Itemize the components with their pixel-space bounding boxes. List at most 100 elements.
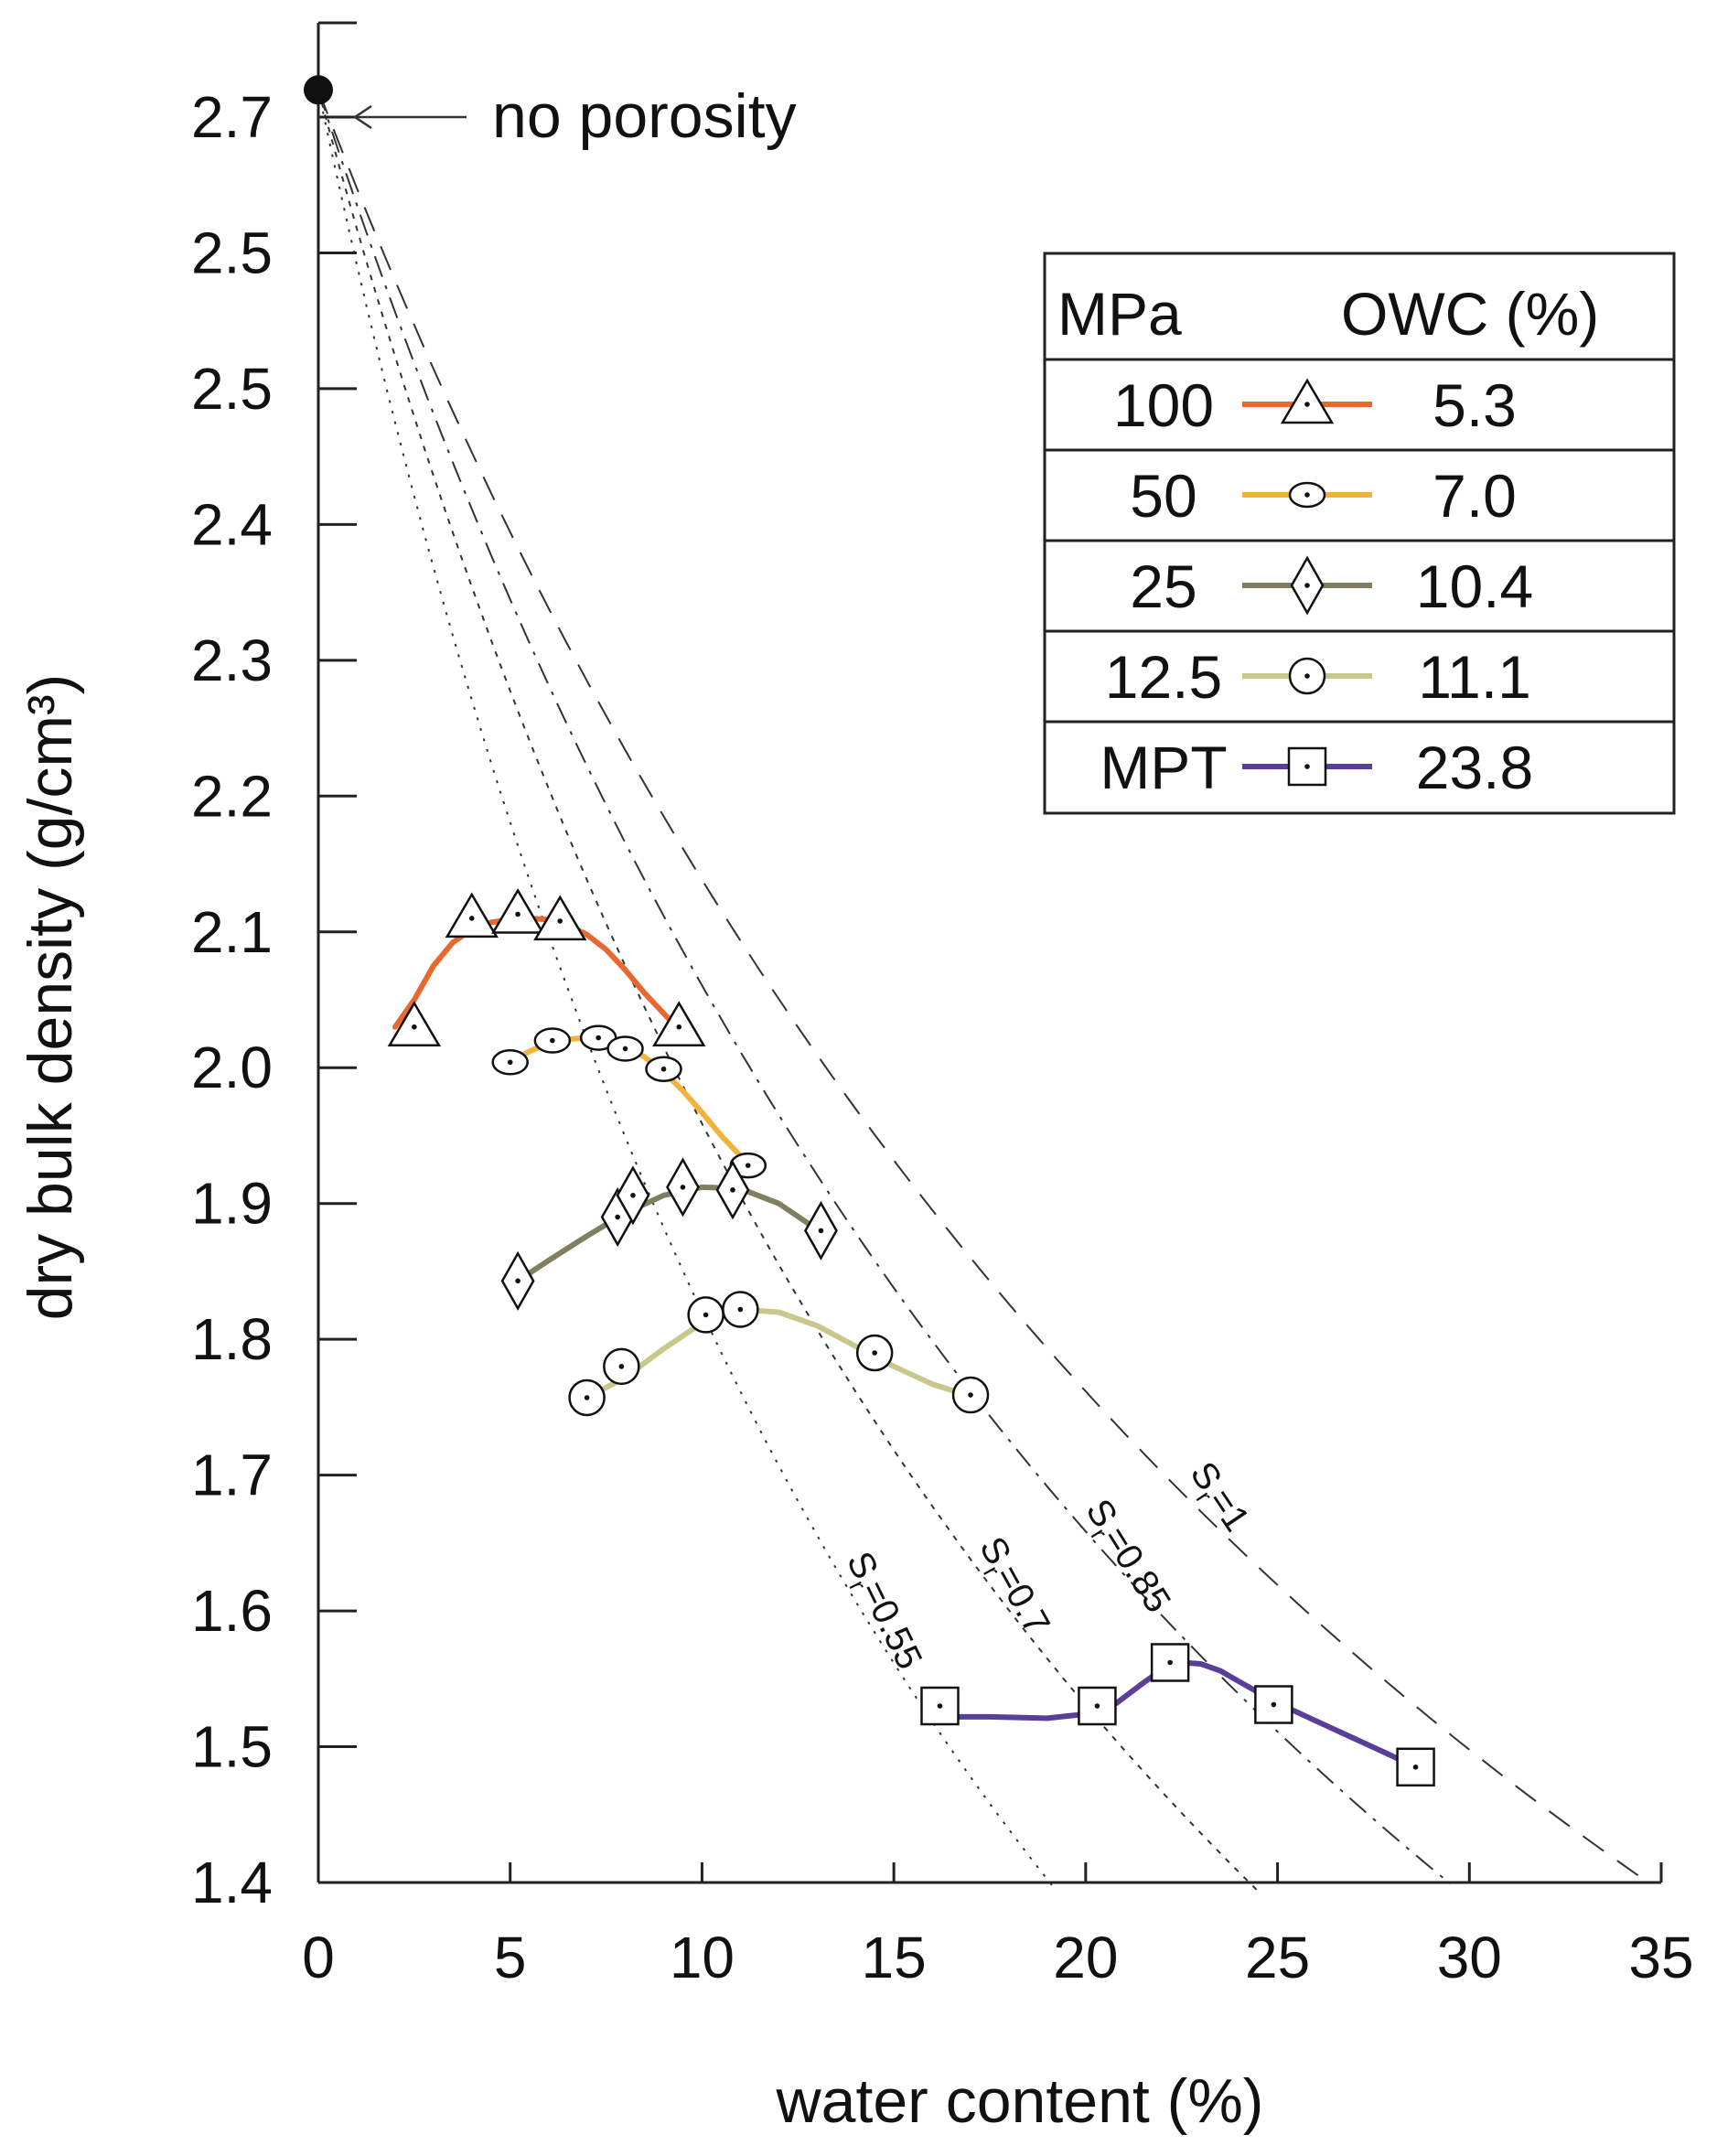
triangle-marker [490, 887, 545, 934]
marker-center-dot [1304, 492, 1310, 498]
marker-center-dot [622, 1046, 628, 1052]
saturation-line [317, 89, 1653, 1886]
circle-marker [722, 1291, 759, 1328]
triangle-shape [490, 887, 545, 934]
marker-center-dot [507, 1059, 513, 1066]
circle-marker [1288, 657, 1326, 695]
marker-center-dot [1412, 1764, 1419, 1770]
marker-center-dot [1167, 1659, 1173, 1666]
legend-pressure-label: MPT [1100, 734, 1227, 801]
legend-row: 100 5.3 [1113, 371, 1517, 439]
legend-owc-value: 11.1 [1418, 643, 1531, 711]
marker-center-dot [584, 1395, 590, 1400]
circle-marker [568, 1378, 606, 1417]
ellipse-marker [1288, 481, 1326, 509]
sr-label-085: Sr=0.85 [1072, 1492, 1178, 1623]
y-tick-label: 1.6 [191, 1578, 273, 1644]
y-tick-label: 1.8 [191, 1306, 273, 1372]
x-tick-label: 15 [862, 1925, 927, 1990]
legend-owc-value: 7.0 [1433, 462, 1517, 530]
series-markers [387, 887, 1435, 1787]
triangle-shape [533, 895, 587, 941]
y-tick-label: 2.0 [191, 1035, 273, 1100]
y-tick-label: 2.1 [191, 899, 273, 965]
sr-label-07: Sr=0.7 [966, 1530, 1057, 1645]
marker-center-dot [730, 1187, 735, 1193]
no-porosity-arrow-head [352, 104, 372, 130]
saturation-line [317, 90, 1058, 1893]
marker-center-dot [937, 1703, 943, 1709]
square-marker [920, 1686, 960, 1726]
marker-center-dot [515, 1278, 520, 1284]
triangle-shape [387, 1001, 442, 1046]
y-tick-label: 2.2 [191, 763, 273, 829]
y-tick-label: 2.5 [191, 356, 273, 422]
legend-pressure-label: 12.5 [1105, 643, 1222, 711]
no-porosity-annotation: no porosity [304, 75, 797, 151]
triangle-marker [445, 892, 499, 939]
square-marker [1078, 1686, 1117, 1726]
no-porosity-point [304, 75, 333, 105]
marker-center-dot [745, 1163, 751, 1168]
diamond-marker [666, 1157, 700, 1217]
marker-center-dot [737, 1306, 744, 1313]
triangle-marker [1280, 378, 1335, 424]
legend-owc-value: 10.4 [1416, 552, 1533, 620]
marker-center-dot [818, 1228, 824, 1234]
y-axis-title: dry bulk density (g/cm³) [16, 674, 85, 1321]
series-curve-12.5 [584, 1306, 973, 1400]
legend-header-owc: OWC (%) [1341, 280, 1599, 348]
y-tick-label: 1.4 [191, 1850, 273, 1915]
x-tick-label: 10 [670, 1925, 735, 1990]
marker-center-dot [872, 1350, 877, 1356]
x-axis-title: water content (%) [776, 2066, 1264, 2136]
legend-row: 25 10.4 [1130, 552, 1533, 620]
diamond-marker [804, 1200, 838, 1260]
x-tick-label: 0 [302, 1925, 335, 1990]
marker-center-dot [968, 1392, 973, 1398]
legend-header-pressure: MPa [1057, 280, 1182, 348]
marker-center-dot [615, 1214, 620, 1220]
marker-center-dot [596, 1035, 601, 1041]
marker-center-dot [618, 1364, 625, 1369]
ellipse-marker [533, 1027, 572, 1054]
square-marker [1287, 746, 1327, 787]
square-marker [1396, 1747, 1435, 1787]
series-curve-25 [515, 1184, 824, 1284]
saturation-line [317, 90, 1260, 1893]
sr-label-1: Sr=1 [1177, 1454, 1258, 1542]
square-marker [1254, 1685, 1293, 1724]
x-tick-label: 30 [1437, 1925, 1502, 1990]
marker-center-dot [660, 1066, 667, 1072]
diamond-marker [715, 1160, 750, 1220]
sr-labels: Sr=1 Sr=0.85 Sr=0.7 Sr=0.55 [839, 1454, 1258, 1675]
legend-row: 50 7.0 [1130, 462, 1517, 530]
marker-center-dot [1304, 764, 1310, 769]
y-tick-label: 1.9 [191, 1171, 273, 1237]
marker-center-dot [703, 1312, 709, 1318]
square-shape [1396, 1747, 1435, 1787]
triangle-marker [533, 895, 587, 941]
legend-pressure-label: 100 [1113, 371, 1214, 439]
marker-center-dot [1271, 1701, 1277, 1708]
square-marker [1150, 1643, 1190, 1682]
marker-center-dot [1304, 402, 1310, 407]
marker-center-dot [515, 911, 520, 917]
y-tick-label: 1.7 [191, 1443, 273, 1508]
triangle-shape [1280, 378, 1335, 424]
marker-center-dot [680, 1185, 686, 1190]
legend-pressure-label: 25 [1130, 552, 1197, 620]
circle-marker [603, 1347, 640, 1386]
legend-box [1043, 252, 1676, 815]
legend-row: 12.5 11.1 [1105, 643, 1531, 711]
y-tick-label: 2.3 [191, 627, 273, 693]
axes [317, 21, 1661, 1884]
circle-marker [855, 1334, 894, 1372]
triangle-shape [445, 892, 499, 939]
triangle-marker [652, 1001, 706, 1046]
legend: MPa OWC (%) 100 5.3 50 7.0 25 10.4 12.5 11.1 MPT… [1043, 252, 1676, 815]
marker-center-dot [1304, 583, 1310, 588]
y-tick-label: 2.4 [191, 491, 273, 557]
